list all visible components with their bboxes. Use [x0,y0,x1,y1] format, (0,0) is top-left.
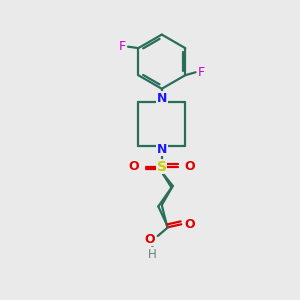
Text: F: F [118,40,126,53]
Text: N: N [157,92,167,105]
Text: O: O [144,232,155,245]
Text: H: H [147,248,156,261]
Text: F: F [198,66,205,79]
Text: O: O [129,160,140,173]
Text: S: S [157,160,167,174]
Text: O: O [185,218,195,231]
Text: O: O [184,160,195,173]
Text: N: N [157,142,167,156]
